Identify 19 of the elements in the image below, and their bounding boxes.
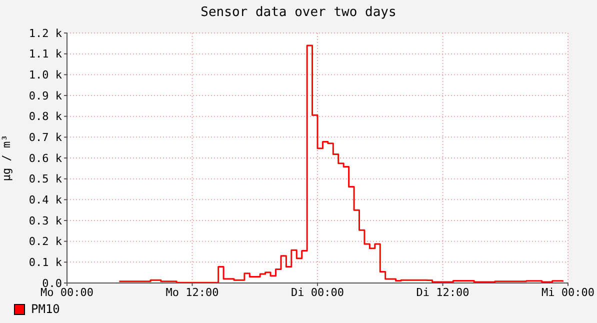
y-tick-label: 0.7 k [28, 131, 62, 144]
y-tick-label: 0.5 k [28, 172, 62, 186]
chart-title: Sensor data over two days [200, 5, 398, 20]
y-tick-label: 0.4 k [28, 194, 62, 207]
y-tick-label: 0.2 k [28, 235, 62, 248]
y-tick-label: 0.6 k [28, 152, 62, 165]
legend-label: PM10 [30, 302, 60, 316]
y-tick-label: 0.3 k [28, 214, 62, 228]
y-tick-label: 0.8 k [28, 110, 62, 124]
y-tick-label: 0.9 k [28, 89, 62, 102]
x-tick-label: Mi 00:00 [542, 286, 594, 299]
x-tick-label: Mo 12:00 [166, 286, 219, 299]
x-tick-label: Di 12:00 [416, 286, 470, 299]
y-tick-label: 1.1 k [28, 48, 62, 61]
y-tick-label: 0.1 k [28, 256, 62, 270]
y-axis-title: µg / m³ [0, 134, 13, 182]
y-tick-label: 1.2 k [28, 26, 62, 40]
y-tick-label: 1.0 k [28, 68, 62, 82]
x-tick-label: Di 00:00 [291, 286, 344, 299]
